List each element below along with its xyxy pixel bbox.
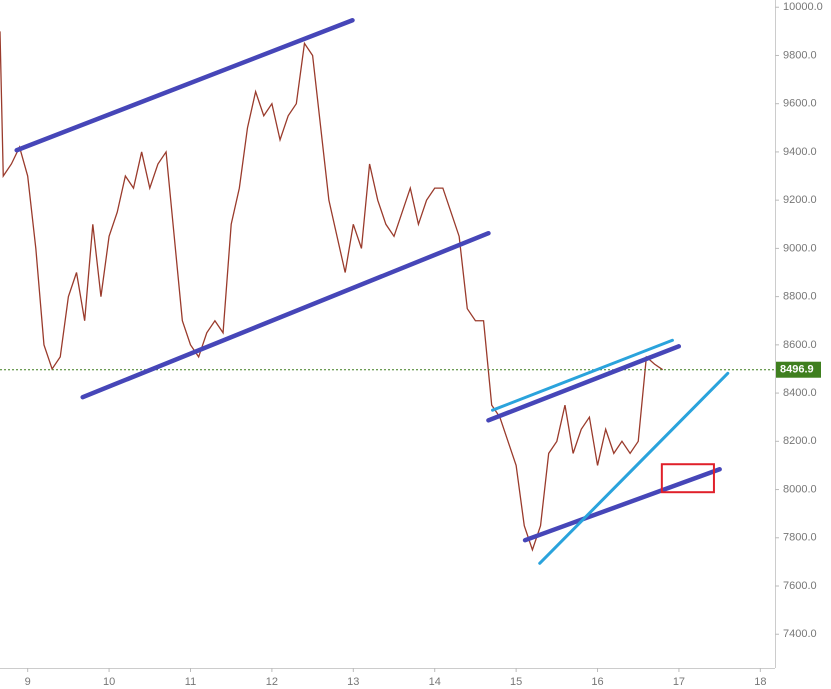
- y-tick-label: 9000.0: [783, 242, 817, 254]
- trendline: [538, 371, 730, 565]
- y-tick-label: 7600.0: [783, 580, 817, 592]
- y-tick-label: 9400.0: [783, 146, 817, 158]
- trendline: [80, 230, 491, 400]
- x-tick-label: 11: [185, 676, 196, 688]
- y-tick-label: 8400.0: [783, 387, 817, 399]
- x-tick-label: 18: [754, 676, 766, 688]
- x-tick-label: 13: [347, 676, 359, 688]
- last-price-label: 8496.9: [780, 364, 814, 376]
- y-tick-label: 8200.0: [783, 435, 817, 447]
- y-tick-label: 7400.0: [783, 628, 817, 640]
- y-tick-label: 8600.0: [783, 339, 817, 351]
- y-tick-label: 7800.0: [783, 532, 817, 544]
- x-tick-label: 9: [25, 676, 31, 688]
- y-tick-label: 9800.0: [783, 49, 817, 61]
- box-annotation: [660, 463, 715, 494]
- trendline: [522, 467, 722, 543]
- trendline: [491, 338, 674, 412]
- y-tick-label: 8000.0: [783, 483, 817, 495]
- y-tick-label: 9200.0: [783, 194, 817, 206]
- y-tick-label: 9600.0: [783, 98, 817, 110]
- x-tick-label: 12: [266, 676, 278, 688]
- price-line: [0, 31, 664, 552]
- x-tick-label: 15: [510, 676, 522, 688]
- x-tick-label: 14: [429, 676, 441, 688]
- last-price-box: [776, 361, 821, 378]
- x-tick-label: 17: [673, 676, 685, 688]
- x-tick-label: 16: [591, 676, 603, 688]
- trendline: [486, 344, 682, 423]
- y-tick-label: 10000.0: [783, 1, 823, 13]
- trendline: [14, 18, 355, 153]
- y-tick-label: 8800.0: [783, 291, 817, 303]
- x-tick-label: 10: [103, 676, 115, 688]
